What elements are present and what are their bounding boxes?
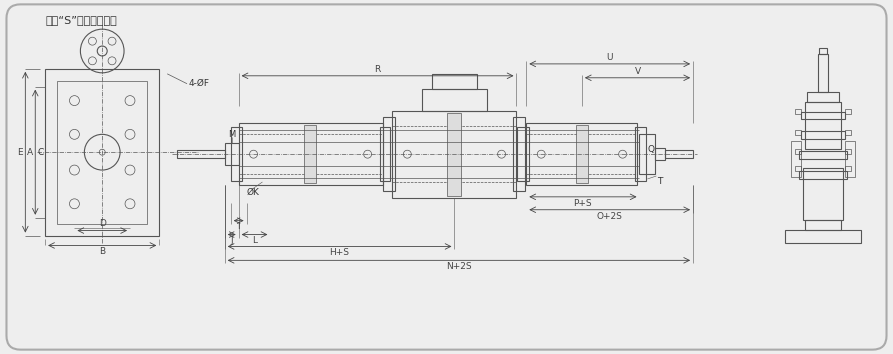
Bar bbox=[845, 141, 855, 177]
Bar bbox=[46, 69, 159, 235]
Bar bbox=[305, 125, 316, 183]
Bar bbox=[380, 127, 390, 181]
Bar bbox=[177, 150, 225, 158]
Text: A: A bbox=[27, 148, 33, 157]
Text: P+S: P+S bbox=[573, 199, 592, 208]
Text: E: E bbox=[18, 148, 23, 157]
Text: I: I bbox=[238, 222, 240, 231]
Bar bbox=[805, 220, 841, 230]
Bar bbox=[238, 124, 382, 185]
Bar bbox=[230, 127, 242, 181]
Bar bbox=[803, 168, 843, 220]
Bar bbox=[639, 134, 655, 174]
Bar bbox=[791, 141, 801, 177]
Bar bbox=[785, 230, 861, 244]
Bar bbox=[796, 109, 801, 114]
Bar bbox=[807, 92, 839, 102]
Bar bbox=[799, 151, 847, 159]
Text: N+2S: N+2S bbox=[446, 262, 472, 271]
Bar bbox=[392, 110, 516, 198]
Text: D: D bbox=[99, 219, 105, 228]
Text: J: J bbox=[230, 236, 233, 245]
Bar bbox=[799, 171, 847, 179]
Text: R: R bbox=[374, 65, 380, 74]
Text: M: M bbox=[228, 130, 236, 139]
Bar bbox=[801, 131, 845, 139]
Bar bbox=[655, 148, 665, 160]
Text: V: V bbox=[634, 67, 640, 76]
Text: B: B bbox=[99, 247, 105, 256]
Bar bbox=[526, 124, 638, 185]
FancyBboxPatch shape bbox=[6, 4, 887, 350]
Text: U: U bbox=[606, 53, 613, 62]
Bar bbox=[383, 118, 396, 191]
Text: ØK: ØK bbox=[246, 187, 259, 196]
Bar bbox=[845, 149, 851, 154]
Text: L: L bbox=[252, 236, 257, 245]
Bar bbox=[818, 54, 828, 92]
Text: 4-ØF: 4-ØF bbox=[189, 79, 210, 88]
Bar bbox=[819, 48, 827, 54]
Text: T: T bbox=[656, 177, 662, 187]
Bar bbox=[225, 143, 238, 165]
Text: C: C bbox=[38, 148, 44, 157]
Bar bbox=[796, 166, 801, 171]
Bar bbox=[665, 150, 693, 158]
Bar bbox=[422, 89, 487, 110]
Bar bbox=[447, 113, 461, 196]
Text: H+S: H+S bbox=[330, 248, 349, 257]
Bar bbox=[805, 102, 841, 149]
Bar bbox=[845, 109, 851, 114]
Bar bbox=[845, 130, 851, 135]
Text: 注：“S”為缸的總行程: 注：“S”為缸的總行程 bbox=[46, 15, 117, 25]
Bar bbox=[432, 74, 477, 89]
Bar bbox=[576, 125, 588, 183]
Bar bbox=[796, 149, 801, 154]
Bar bbox=[801, 112, 845, 119]
Bar bbox=[57, 81, 147, 224]
Text: O+2S: O+2S bbox=[597, 212, 622, 221]
Text: Q: Q bbox=[648, 145, 655, 154]
Bar bbox=[517, 127, 530, 181]
Bar bbox=[635, 127, 647, 181]
Bar bbox=[796, 130, 801, 135]
Bar bbox=[845, 166, 851, 171]
Bar bbox=[513, 118, 525, 191]
